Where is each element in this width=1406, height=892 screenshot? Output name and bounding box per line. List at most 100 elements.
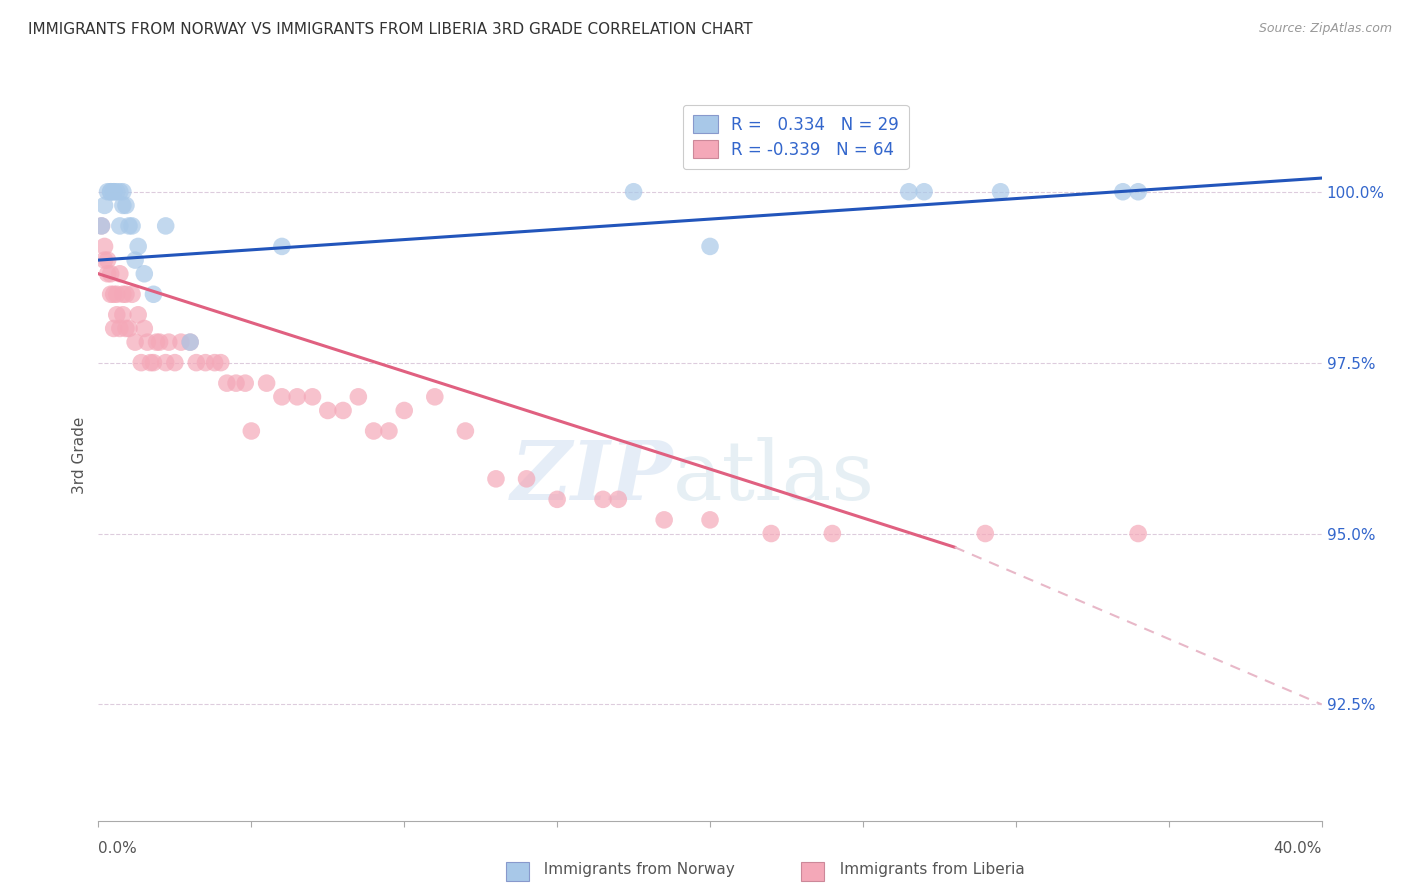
Point <box>100 185 122 199</box>
Point <box>111 185 134 199</box>
Point <box>103 287 125 301</box>
Text: 0.0%: 0.0% <box>98 841 138 856</box>
Point <box>285 390 308 404</box>
Point <box>332 403 354 417</box>
Text: IMMIGRANTS FROM NORWAY VS IMMIGRANTS FROM LIBERIA 3RD GRADE CORRELATION CHART: IMMIGRANTS FROM NORWAY VS IMMIGRANTS FRO… <box>28 22 752 37</box>
Point <box>170 335 193 350</box>
Point <box>149 335 172 350</box>
Legend: R =   0.334   N = 29, R = -0.339   N = 64: R = 0.334 N = 29, R = -0.339 N = 64 <box>683 105 908 169</box>
Point <box>115 321 138 335</box>
Point <box>1112 185 1135 199</box>
Point <box>1128 526 1150 541</box>
Point <box>699 239 721 253</box>
Point <box>759 526 782 541</box>
Text: Source: ZipAtlas.com: Source: ZipAtlas.com <box>1258 22 1392 36</box>
Point <box>129 356 152 370</box>
Point <box>93 253 115 268</box>
Point <box>134 267 156 281</box>
Point <box>108 219 131 233</box>
Point <box>256 376 278 391</box>
Point <box>105 308 128 322</box>
Point <box>186 356 208 370</box>
Point <box>194 356 217 370</box>
Point <box>990 185 1012 199</box>
Point <box>157 335 180 350</box>
Point <box>1128 185 1150 199</box>
Point <box>93 198 115 212</box>
Point <box>179 335 201 350</box>
Point <box>97 267 120 281</box>
Text: Immigrants from Liberia: Immigrants from Liberia <box>830 863 1025 877</box>
Point <box>121 219 143 233</box>
Point <box>974 526 997 541</box>
Point <box>134 321 156 335</box>
Point <box>163 356 186 370</box>
Point <box>912 185 935 199</box>
Point <box>105 185 128 199</box>
Point <box>111 287 134 301</box>
Text: Immigrants from Norway: Immigrants from Norway <box>534 863 735 877</box>
Point <box>139 356 162 370</box>
Point <box>108 321 131 335</box>
Point <box>115 198 138 212</box>
Point <box>103 185 125 199</box>
Point <box>100 267 122 281</box>
Point <box>103 185 125 199</box>
Point <box>111 308 134 322</box>
Point <box>179 335 201 350</box>
Point <box>652 513 675 527</box>
Point <box>204 356 226 370</box>
Point <box>699 513 721 527</box>
Point <box>108 185 131 199</box>
Text: ZIP: ZIP <box>510 437 673 516</box>
Point <box>270 239 292 253</box>
Point <box>127 239 149 253</box>
Point <box>607 492 630 507</box>
Point <box>347 390 370 404</box>
Point <box>121 287 143 301</box>
Text: 40.0%: 40.0% <box>1274 841 1322 856</box>
Point <box>115 287 138 301</box>
Point <box>592 492 614 507</box>
Point <box>301 390 323 404</box>
Point <box>97 253 120 268</box>
Point <box>93 239 115 253</box>
Point <box>897 185 920 199</box>
Point <box>225 376 247 391</box>
Point <box>118 321 141 335</box>
Point <box>821 526 844 541</box>
Point <box>233 376 256 391</box>
Point <box>423 390 446 404</box>
Point <box>546 492 568 507</box>
Point <box>108 267 131 281</box>
Point <box>215 376 238 391</box>
Point <box>97 185 120 199</box>
Point <box>136 335 159 350</box>
Point <box>516 472 538 486</box>
Point <box>124 253 146 268</box>
Point <box>392 403 416 417</box>
Point <box>209 356 232 370</box>
Point <box>142 356 165 370</box>
Point <box>270 390 292 404</box>
Point <box>100 185 122 199</box>
Point <box>378 424 401 438</box>
Point <box>127 308 149 322</box>
Point <box>363 424 385 438</box>
Point <box>124 335 146 350</box>
Point <box>111 198 134 212</box>
Point <box>155 219 177 233</box>
Point <box>485 472 508 486</box>
Point <box>145 335 167 350</box>
Point <box>155 356 177 370</box>
Point <box>90 219 112 233</box>
Point <box>90 219 112 233</box>
Point <box>240 424 263 438</box>
Y-axis label: 3rd Grade: 3rd Grade <box>72 417 87 493</box>
Point <box>105 287 128 301</box>
Point <box>142 287 165 301</box>
Point <box>100 287 122 301</box>
Point <box>103 321 125 335</box>
Point <box>316 403 339 417</box>
Point <box>454 424 477 438</box>
